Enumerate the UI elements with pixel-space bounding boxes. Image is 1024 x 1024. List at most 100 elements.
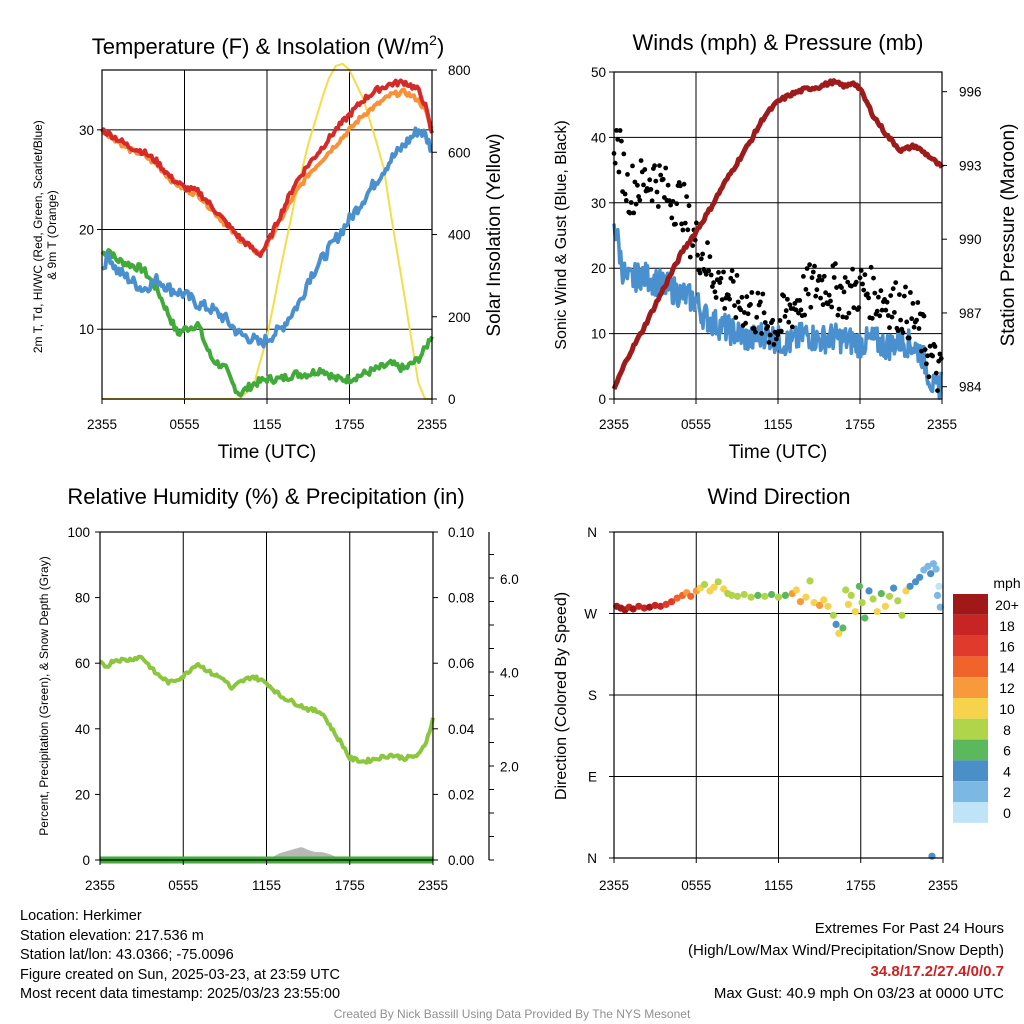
wind-direction-point xyxy=(839,624,847,632)
gust-point xyxy=(872,290,878,296)
gust-point xyxy=(648,187,654,192)
gust-point xyxy=(914,317,919,323)
gust-point xyxy=(660,176,666,182)
gust-point xyxy=(632,179,638,185)
gust-point xyxy=(658,172,664,178)
gust-point xyxy=(777,318,783,323)
gust-point xyxy=(908,290,913,295)
wind-direction-point xyxy=(936,603,944,611)
wind-direction-point xyxy=(902,587,910,595)
colorbar-label: 20+ xyxy=(995,597,1019,613)
gust-point xyxy=(694,220,699,226)
gust-point xyxy=(695,252,700,258)
extremes-values: 34.8/17.2/27.4/0/0.7 xyxy=(870,963,1004,980)
winds-lines xyxy=(611,78,945,400)
most-recent-data: Most recent data timestamp: 2025/03/23 2… xyxy=(20,986,341,1003)
wind-direction-point xyxy=(714,578,722,586)
gust-point xyxy=(903,284,908,290)
precip-tick-label: 0.00 xyxy=(448,853,474,868)
gust-point xyxy=(614,127,619,133)
wind-direction-point xyxy=(754,591,762,600)
gust-point xyxy=(729,268,735,274)
gust-point xyxy=(862,272,868,278)
gust-point xyxy=(844,315,849,320)
gust-point xyxy=(742,310,747,315)
station-location: Location: Herkimer xyxy=(20,908,142,924)
gust-point xyxy=(726,292,731,298)
x-tick-label: 1155 xyxy=(764,878,793,893)
gust-point xyxy=(621,151,627,157)
gust-point xyxy=(883,307,889,313)
gust-point xyxy=(798,307,804,313)
temperature-ylabel-line2: & 9m T (Orange) xyxy=(45,190,59,280)
winds-ylabel: Sonic Wind & Gust (Blue, Black) xyxy=(553,120,570,349)
gust-point xyxy=(804,266,810,271)
gust-point xyxy=(807,262,812,268)
x-tick-label: 1755 xyxy=(335,878,365,893)
gust-point xyxy=(628,200,634,205)
gust-point xyxy=(734,273,740,278)
gust-point xyxy=(721,269,726,275)
gust-point xyxy=(818,295,823,301)
winds-panel-title: Winds (mph) & Pressure (mb) xyxy=(633,30,924,55)
gust-point xyxy=(680,227,686,233)
gust-point xyxy=(778,328,784,334)
wind-direction-point xyxy=(851,608,859,616)
gust-point xyxy=(727,296,732,302)
x-tick-label: 1155 xyxy=(763,417,792,432)
wind-direction-point xyxy=(720,585,728,593)
gust-point xyxy=(924,361,929,367)
colorbar-label: 10 xyxy=(999,701,1015,717)
gust-point xyxy=(783,308,789,314)
gust-point xyxy=(789,324,795,330)
gust-point xyxy=(706,268,712,274)
gust-point xyxy=(879,307,885,313)
colorbar-label: 18 xyxy=(999,618,1015,634)
gust-point xyxy=(653,178,659,184)
gust-point xyxy=(826,292,832,298)
temperature-ylabel-line1: 2m T, Td, HI/WC (Red, Green, Scarlet/Blu… xyxy=(31,120,45,353)
gust-point xyxy=(636,194,641,199)
gust-point xyxy=(865,291,870,297)
gust-point xyxy=(836,306,842,312)
precip-tick-label: 0.08 xyxy=(448,591,474,606)
credit-line: Created By Nick Bassill Using Data Provi… xyxy=(333,1007,691,1021)
precip-tick-label: 0.04 xyxy=(448,722,475,737)
gust-point xyxy=(839,285,844,290)
gust-point xyxy=(911,324,917,330)
pressure-ylabel: Station Pressure (Maroon) xyxy=(998,124,1019,347)
gust-point xyxy=(890,286,896,292)
winds-panel: Winds (mph) & Pressure (mb) 2355 0555 1155… xyxy=(553,30,1019,463)
gust-point xyxy=(925,353,930,359)
gust-point xyxy=(744,294,750,300)
gust-point xyxy=(938,356,944,361)
colorbar-cell xyxy=(953,760,988,782)
x-tick-label: 1755 xyxy=(845,417,875,432)
wind-direction-point xyxy=(877,590,885,598)
gust-point xyxy=(814,287,820,293)
temperature-panel: Temperature (F) & Insolation (W/m2) 2355… xyxy=(31,32,505,463)
wind-direction-point xyxy=(651,601,659,610)
y-tick-label: 30 xyxy=(591,196,606,211)
wind-direction-point xyxy=(733,592,742,600)
gust-point xyxy=(926,374,932,380)
gust-point xyxy=(815,278,821,283)
x-tick-label: 1155 xyxy=(252,878,281,893)
gust-point xyxy=(874,308,880,314)
gust-point xyxy=(861,287,867,293)
gust-point xyxy=(888,293,894,298)
gust-point xyxy=(781,293,787,299)
gust-point xyxy=(901,293,907,299)
wind-direction-point xyxy=(873,608,881,616)
gust-point xyxy=(745,311,751,317)
gust-point xyxy=(687,254,693,260)
pressure-line xyxy=(611,78,945,390)
dewpoint-line xyxy=(100,248,434,398)
snow-depth-tick-label: 2.0 xyxy=(500,759,519,774)
gust-point xyxy=(759,331,764,336)
y-tick-label: 80 xyxy=(75,591,90,606)
x-tick-label: 1755 xyxy=(334,417,364,432)
gust-point xyxy=(932,344,938,349)
gust-point xyxy=(765,324,771,329)
gust-point xyxy=(615,137,621,142)
